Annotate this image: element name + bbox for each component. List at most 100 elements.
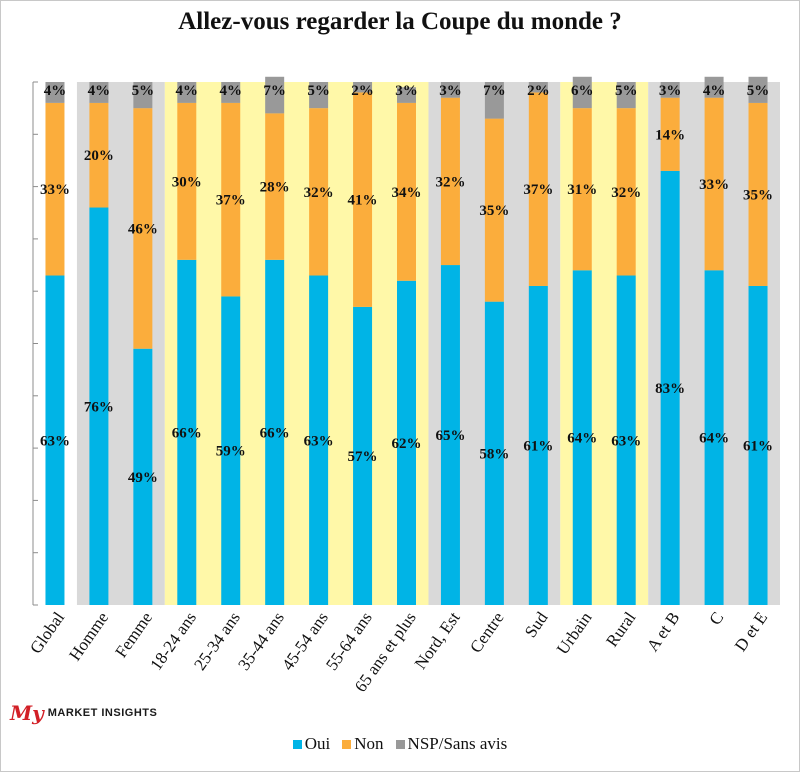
bar-oui-35-44-ans: [265, 259, 285, 605]
data-label-nsp-nord-est: 3%: [439, 83, 462, 99]
data-labels: 63% 33% 4% 76% 20% 4% 49% 46% 5% 66% 30% 4% 59% 37% 4%…: [40, 83, 773, 486]
bar-nsp-centre: [484, 82, 504, 119]
x-tick-a-et-b: A et B: [643, 608, 683, 654]
x-tick-femme: Femme: [111, 608, 156, 661]
chart-legend: Oui Non NSP/Sans avis: [0, 734, 800, 754]
bar-oui-centre: [484, 301, 504, 605]
bar-nsp-35-44-ans: [265, 76, 285, 114]
bar-oui-65-ans-et-plus: [397, 280, 416, 605]
bar-nsp-65-ans-et-plus: [397, 87, 416, 103]
legend-swatch-nsp: [395, 739, 405, 749]
bar-nsp-rural: [616, 82, 636, 109]
bar-non-femme: [133, 108, 153, 349]
bar-nsp-c: [704, 76, 724, 98]
legend-label-nsp: NSP/Sans avis: [407, 734, 508, 753]
panel-yellow-2: [164, 82, 429, 605]
data-label-oui-25-34-ans: 59%: [216, 444, 246, 460]
bar-nsp-18-24-ans: [177, 82, 197, 103]
data-label-non-homme: 20%: [84, 148, 114, 164]
bar-nsp-25-34-ans: [221, 82, 241, 103]
bar-nsp-55-64-ans: [353, 82, 373, 93]
bar-non-homme: [89, 102, 109, 208]
data-label-oui-centre: 58%: [479, 446, 509, 462]
x-tick-homme: Homme: [65, 608, 112, 664]
data-label-non-c: 33%: [699, 177, 729, 193]
bar-nsp-nord-est: [440, 82, 460, 98]
data-label-oui-c: 64%: [699, 431, 729, 447]
data-label-non-global: 33%: [40, 182, 70, 198]
data-label-non-65-ans-et-plus: 34%: [392, 185, 422, 201]
bar-oui-c: [704, 270, 724, 605]
data-label-non-urbain: 31%: [567, 182, 597, 198]
bar-oui-rural: [616, 275, 636, 605]
x-tick-rural: Rural: [602, 608, 639, 650]
bar-oui-a-et-b: [660, 170, 680, 605]
data-label-nsp-d-et-e: 5%: [747, 83, 770, 99]
data-label-oui-45-54-ans: 63%: [304, 433, 334, 449]
data-label-nsp-homme: 4%: [88, 83, 111, 99]
bar-nsp-homme: [89, 82, 109, 103]
bar-non-55-64-ans: [353, 92, 373, 307]
bar-non-35-44-ans: [265, 113, 285, 260]
logo-market-text: MARKET INSIGHTS: [47, 707, 158, 719]
data-label-oui-d-et-e: 61%: [743, 438, 773, 454]
data-label-nsp-45-54-ans: 5%: [307, 83, 330, 99]
data-label-oui-a-et-b: 83%: [655, 381, 685, 397]
bar-oui-25-34-ans: [221, 296, 241, 605]
bar-oui-homme: [89, 207, 109, 605]
x-tick-global: Global: [26, 608, 68, 657]
bar-nsp-femme: [133, 82, 153, 109]
bar-oui-sud: [528, 285, 548, 605]
data-label-oui-sud: 61%: [523, 438, 553, 454]
bar-non-centre: [484, 118, 504, 302]
data-label-nsp-urbain: 6%: [571, 83, 594, 99]
bar-non-a-et-b: [660, 97, 680, 171]
bar-non-18-24-ans: [177, 102, 197, 260]
x-tick-centre: Centre: [466, 608, 508, 656]
bar-oui-femme: [133, 348, 153, 605]
data-label-non-femme: 46%: [128, 221, 158, 237]
chart-title: Allez-vous regarder la Coupe du monde ?: [178, 8, 622, 35]
legend-swatch-oui: [292, 739, 302, 749]
logo-my-text: My: [10, 701, 44, 725]
legend-label-oui: Oui: [304, 734, 331, 753]
data-label-nsp-a-et-b: 3%: [659, 83, 682, 99]
brand-logo: My MARKET INSIGHTS: [10, 700, 157, 726]
bar-nsp-urbain: [572, 76, 592, 109]
x-tick-sud: Sud: [521, 608, 552, 641]
bar-non-c: [704, 97, 724, 271]
legend-label-non: Non: [354, 734, 384, 753]
data-label-oui-homme: 76%: [84, 399, 114, 415]
data-label-non-55-64-ans: 41%: [348, 193, 378, 209]
bar-non-65-ans-et-plus: [397, 102, 416, 281]
data-label-non-18-24-ans: 30%: [172, 174, 202, 190]
x-tick-nord-est: Nord, Est: [411, 608, 464, 673]
bar-nsp-sud: [528, 82, 548, 93]
legend-item-oui: Oui: [292, 734, 331, 754]
data-label-non-sud: 37%: [523, 182, 553, 198]
bar-nsp-d-et-e: [748, 76, 768, 103]
data-label-oui-65-ans-et-plus: 62%: [392, 436, 422, 452]
bar-non-sud: [528, 92, 548, 286]
bar-nsp-global: [45, 82, 65, 103]
gridlines: [32, 81, 38, 606]
data-label-oui-femme: 49%: [128, 470, 158, 486]
data-label-nsp-centre: 7%: [483, 83, 506, 99]
bar-oui-global: [45, 275, 65, 605]
data-label-nsp-55-64-ans: 2%: [351, 83, 374, 99]
bars: [45, 76, 768, 605]
data-label-non-centre: 35%: [479, 203, 509, 219]
bar-non-45-54-ans: [309, 108, 329, 276]
data-label-nsp-c: 4%: [703, 83, 726, 99]
bar-oui-45-54-ans: [309, 275, 329, 605]
data-label-non-d-et-e: 35%: [743, 187, 773, 203]
data-label-non-35-44-ans: 28%: [260, 180, 290, 196]
bar-oui-55-64-ans: [353, 306, 373, 605]
bar-oui-nord-est: [440, 265, 460, 605]
data-label-non-a-et-b: 14%: [655, 127, 685, 143]
bar-non-global: [45, 102, 65, 276]
x-tick-d-et-e: D et E: [731, 608, 771, 654]
data-label-oui-nord-est: 65%: [435, 428, 465, 444]
data-label-nsp-rural: 5%: [615, 83, 638, 99]
